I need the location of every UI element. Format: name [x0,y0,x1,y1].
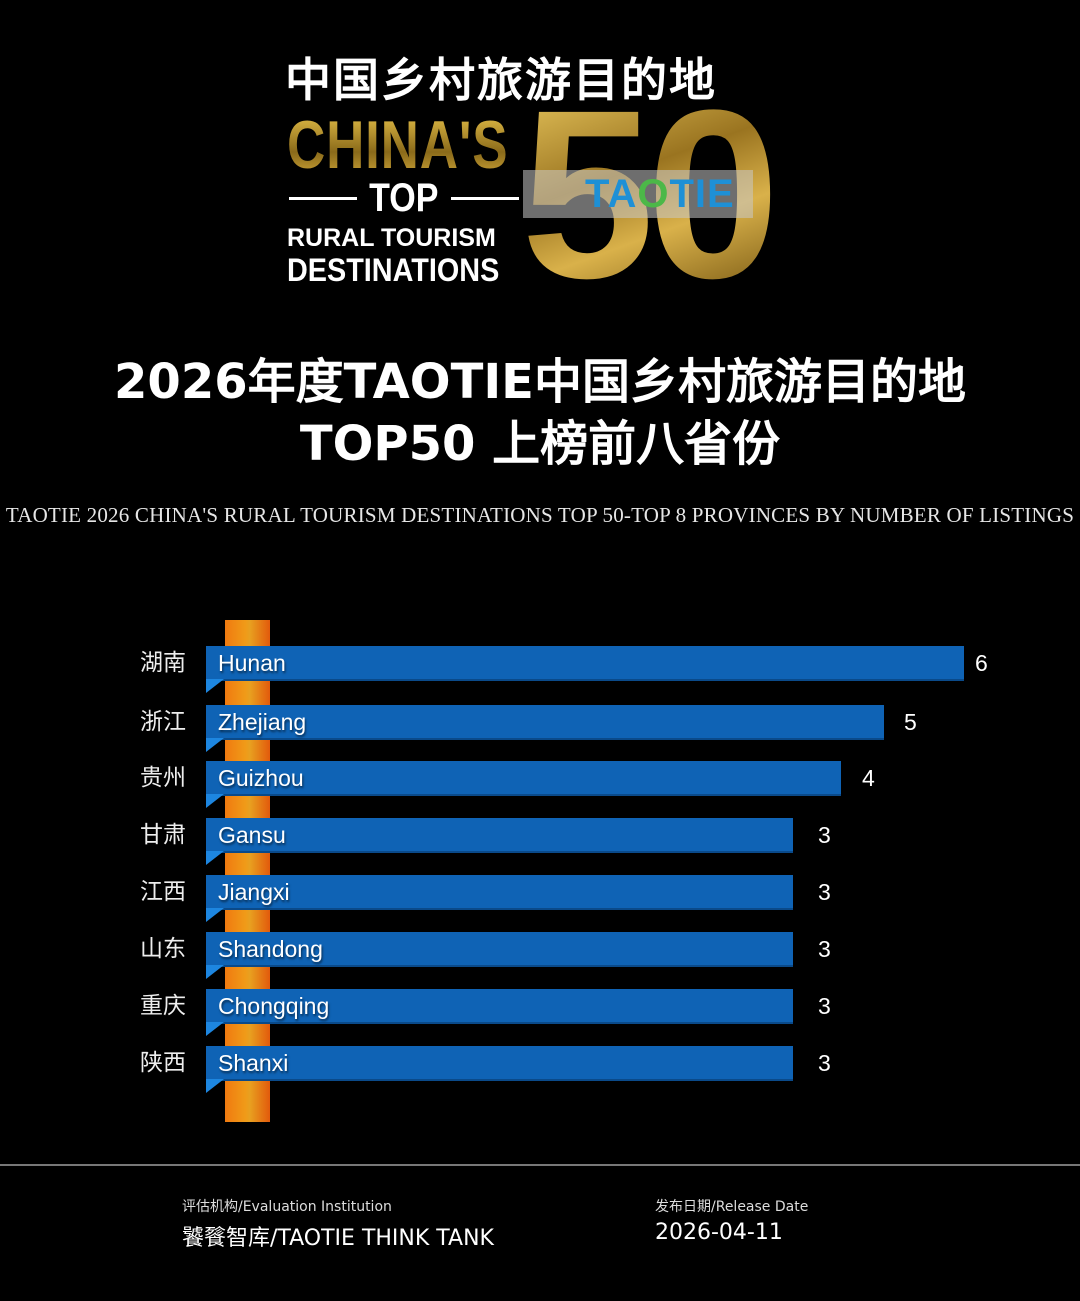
bar [206,989,793,1022]
taotie-brand-logo: TAOTIE [585,172,735,216]
province-en-label: Shandong [218,936,323,962]
bar [206,818,793,851]
institution-value: 饕餮智库/TAOTIE THINK TANK [182,1226,494,1251]
province-en-label: Gansu [218,822,286,848]
bar-row-jiangxi: 江西 Jiangxi 3 [0,875,1080,922]
bar-row-shandong: 山东 Shandong 3 [0,932,1080,979]
bar [206,705,884,738]
province-en-label: Jiangxi [218,879,290,905]
bar-row-zhejiang: 浙江 Zhejiang 5 [0,705,1080,752]
logo-top-text: TOP [369,176,439,220]
bar-fold [206,908,224,922]
bar [206,932,793,965]
province-cn-label: 江西 [140,879,186,905]
bar-value: 3 [818,822,831,848]
release-date-value: 2026-04-11 [655,1220,783,1245]
bar-fold [206,1022,224,1036]
bar [206,875,793,908]
bar [206,1046,793,1079]
province-cn-label: 贵州 [140,765,186,791]
bar-value: 4 [862,765,875,791]
bar-fold [206,738,224,752]
bar [206,646,964,679]
province-cn-label: 甘肃 [140,822,186,848]
bar-row-hunan: 湖南 Hunan 6 [0,646,1080,693]
province-cn-label: 重庆 [140,993,186,1019]
page-title-line1: 2026年度TAOTIE中国乡村旅游目的地 [114,354,966,410]
brand-text-pre: TA [585,172,638,216]
province-en-label: Zhejiang [218,709,307,735]
bar-row-shanxi: 陕西 Shanxi 3 [0,1046,1080,1093]
bar-fold [206,794,224,808]
bar-value: 3 [818,1050,831,1076]
bar-fold [206,1079,224,1093]
institution-label: 评估机构/Evaluation Institution [182,1199,392,1215]
province-en-label: Chongqing [218,993,330,1019]
logo-rural-tourism: RURAL TOURISM [287,224,496,252]
bar-fold [206,679,224,693]
bar-row-guizhou: 贵州 Guizhou 4 [0,761,1080,808]
logo-rule-left [289,196,358,200]
province-cn-label: 浙江 [140,709,186,735]
logo-band [523,170,753,218]
bar-value: 3 [818,879,831,905]
bar-fold [206,851,224,865]
bar [206,761,841,794]
logo-rule-right [450,196,520,200]
province-en-label: Guizhou [218,765,304,791]
logo: 中国乡村旅游目的地 50 CHINA'S TOP RURAL TOURISM D… [285,52,815,314]
bar-value: 6 [975,650,988,676]
orange-accent-strip [225,620,270,1122]
logo-cn-title: 中国乡村旅游目的地 [285,53,717,107]
brand-text-o: O [637,172,670,216]
bar-value: 3 [818,993,831,1019]
logo-destinations: DESTINATIONS [287,252,500,288]
bar-row-gansu: 甘肃 Gansu 3 [0,818,1080,865]
province-cn-label: 湖南 [140,650,186,676]
bar-value: 5 [904,709,917,735]
province-cn-label: 陕西 [140,1050,186,1076]
bar-fold [206,965,224,979]
brand-text-post: TIE [669,172,735,216]
bar-row-chongqing: 重庆 Chongqing 3 [0,989,1080,1036]
page-subtitle: TAOTIE 2026 CHINA'S RURAL TOURISM DESTIN… [5,503,1075,527]
province-en-label: Shanxi [218,1050,289,1076]
page-title-line2: TOP50 上榜前八省份 [299,416,781,472]
release-date-label: 发布日期/Release Date [655,1199,809,1215]
province-cn-label: 山东 [140,936,186,962]
bar-value: 3 [818,936,831,962]
footer-divider [0,1164,1080,1166]
logo-top: TOP [289,176,520,220]
province-en-label: Hunan [218,650,286,676]
logo-chinas: CHINA'S [287,107,509,183]
